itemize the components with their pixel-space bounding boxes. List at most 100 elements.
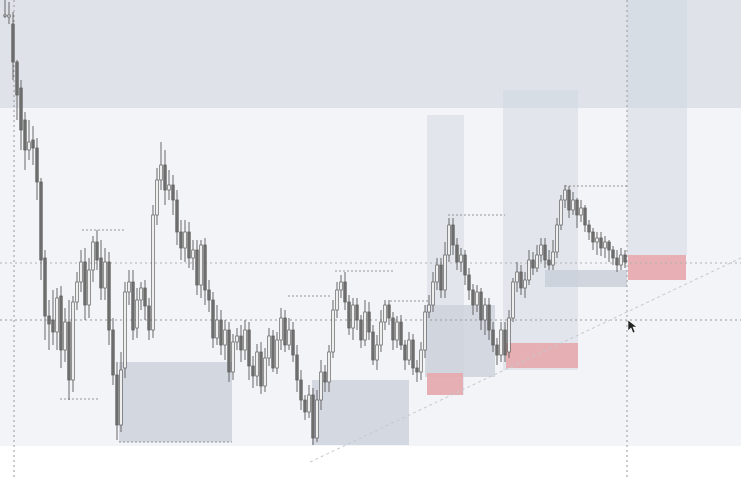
candle-body xyxy=(319,371,323,401)
candle-body xyxy=(519,271,523,289)
candle-50 xyxy=(203,238,207,305)
candle-113 xyxy=(455,238,459,270)
candle-body xyxy=(175,199,179,233)
candle-27 xyxy=(111,318,115,385)
candle-139 xyxy=(559,195,563,230)
candle-56 xyxy=(227,322,231,382)
candle-body xyxy=(131,281,135,331)
candle-body xyxy=(479,291,483,321)
candle-52 xyxy=(211,292,215,348)
candle-body xyxy=(207,289,211,301)
candle-39 xyxy=(159,142,163,190)
candle-body xyxy=(227,329,231,373)
candle-129 xyxy=(519,265,523,295)
candle-6 xyxy=(27,120,31,160)
candle-body xyxy=(187,231,191,259)
candle-93 xyxy=(375,335,379,370)
candle-body xyxy=(551,251,555,266)
candle-body xyxy=(163,164,167,191)
candle-3 xyxy=(15,60,19,120)
candle-33 xyxy=(135,288,139,338)
candle-body xyxy=(139,287,143,301)
candle-28 xyxy=(115,362,119,440)
candle-body xyxy=(359,319,363,341)
candle-body xyxy=(147,305,151,331)
candle-144 xyxy=(579,200,583,222)
candle-149 xyxy=(599,232,603,256)
candle-120 xyxy=(483,298,487,335)
candle-body xyxy=(231,341,235,373)
candle-125 xyxy=(503,322,507,362)
candle-body xyxy=(471,289,475,306)
candle-body xyxy=(95,241,99,261)
candle-body xyxy=(23,119,27,151)
candle-80 xyxy=(323,365,327,392)
candle-body xyxy=(31,139,35,149)
candle-body xyxy=(451,224,455,246)
candle-111 xyxy=(447,218,451,262)
candle-63 xyxy=(255,344,259,386)
candle-143 xyxy=(575,198,579,228)
demand-zone-3 xyxy=(425,305,495,377)
candle-76 xyxy=(307,385,311,418)
candle-body xyxy=(595,237,599,243)
candle-69 xyxy=(279,308,283,350)
candle-body xyxy=(59,295,63,351)
demand-zone-4 xyxy=(545,270,627,287)
candle-body xyxy=(259,351,263,387)
candle-18 xyxy=(75,272,79,310)
candle-body xyxy=(15,61,19,96)
candle-82 xyxy=(331,300,335,358)
candle-81 xyxy=(327,345,331,392)
candle-55 xyxy=(223,320,227,360)
candle-body xyxy=(603,241,607,249)
candle-155 xyxy=(623,250,627,268)
candle-body xyxy=(27,141,31,151)
vertical-zone-2 xyxy=(503,90,578,370)
candle-body xyxy=(539,244,543,256)
candle-45 xyxy=(183,220,187,262)
candle-body xyxy=(199,244,203,286)
candle-body xyxy=(515,271,519,283)
candle-body xyxy=(459,254,463,263)
candle-147 xyxy=(591,228,595,250)
candle-body xyxy=(371,331,375,361)
candle-126 xyxy=(507,310,511,358)
candle-body xyxy=(83,261,87,306)
candle-70 xyxy=(283,310,287,352)
candle-90 xyxy=(363,300,367,346)
candle-67 xyxy=(271,330,275,372)
candle-body xyxy=(487,304,491,331)
supply-zone-1 xyxy=(427,373,463,395)
candle-48 xyxy=(195,240,199,295)
candle-31 xyxy=(127,270,131,305)
candle-body xyxy=(407,339,411,361)
candle-body xyxy=(475,291,479,306)
candle-body xyxy=(91,241,95,271)
candle-42 xyxy=(171,175,175,215)
candle-body xyxy=(307,394,311,413)
candle-124 xyxy=(499,322,503,362)
candle-body xyxy=(491,329,495,346)
candle-body xyxy=(495,344,499,356)
demand-zone-2 xyxy=(312,380,409,445)
candle-107 xyxy=(431,272,435,312)
candle-body xyxy=(331,309,335,353)
candle-body xyxy=(19,87,23,131)
candle-0 xyxy=(3,0,7,18)
candle-body xyxy=(239,335,243,351)
candle-98 xyxy=(395,316,399,348)
candle-body xyxy=(135,299,139,329)
candle-73 xyxy=(295,345,299,392)
candle-134 xyxy=(539,238,543,262)
candle-26 xyxy=(107,252,111,345)
candle-body xyxy=(463,254,467,276)
candle-body xyxy=(503,329,507,356)
candle-body xyxy=(431,281,435,306)
candle-131 xyxy=(527,250,531,285)
candle-30 xyxy=(123,282,127,378)
candle-22 xyxy=(91,236,95,282)
upper-shaded-zone xyxy=(0,0,741,108)
candle-body xyxy=(119,369,123,426)
